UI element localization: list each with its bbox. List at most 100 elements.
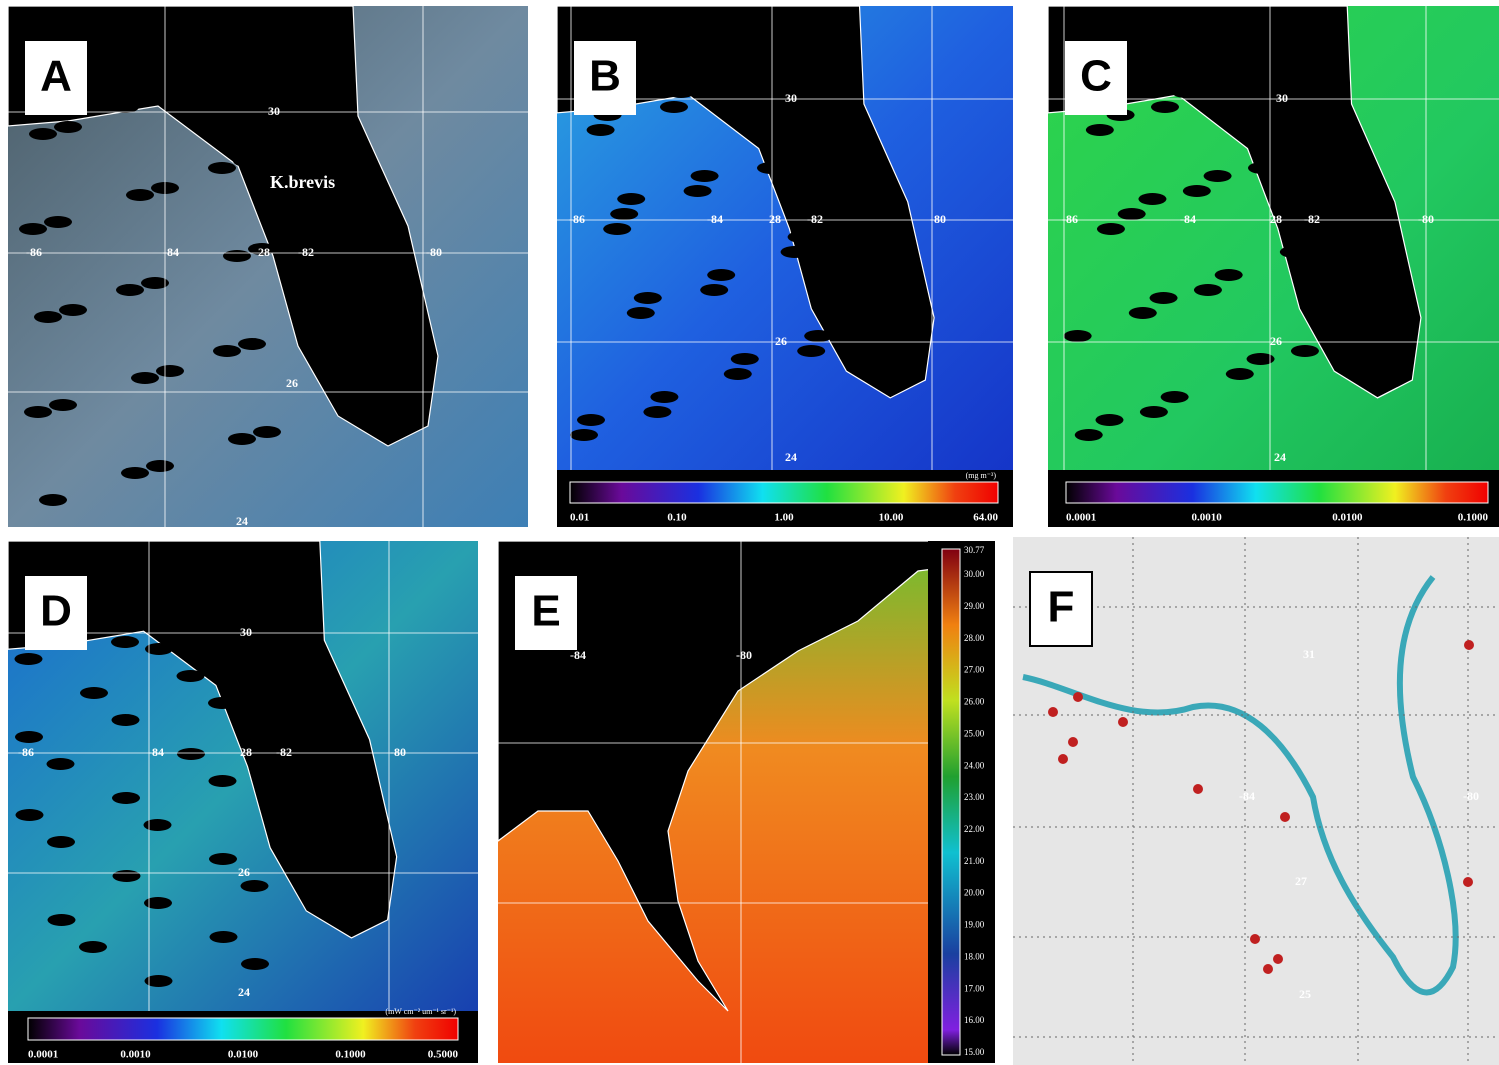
station-marker [1058, 754, 1068, 764]
cloud [1064, 330, 1092, 342]
colorbar-tick-label: 30.77 [964, 545, 985, 555]
colorbar-tick-label: 10.00 [879, 512, 904, 524]
map-label: -84 [148, 745, 164, 759]
map-label: 31 [1303, 647, 1315, 661]
colorbar-tick-label: 0.5000 [428, 1049, 459, 1061]
station-marker [1073, 692, 1083, 702]
cloud [764, 147, 792, 159]
cloud [771, 132, 799, 144]
cloud [804, 330, 832, 342]
cloud [1096, 414, 1124, 426]
cloud [617, 193, 645, 205]
cloud [747, 48, 775, 60]
cloud [643, 406, 671, 418]
figure: 30K.brevis-86-8428-82-802624A30-86-8428-… [0, 0, 1499, 1065]
map-label: 24 [1274, 450, 1286, 464]
colorbar-tick-label: 15.00 [964, 1047, 985, 1057]
cloud [208, 162, 236, 174]
colorbar-tick-label: 29.00 [964, 601, 985, 611]
cloud [610, 208, 638, 220]
map-label: -84 [707, 212, 723, 226]
cloud [243, 60, 271, 72]
cloud [684, 185, 712, 197]
station-marker [1048, 707, 1058, 717]
cloud [126, 189, 154, 201]
cloud [707, 269, 735, 281]
colorbar-tick-label: 0.1000 [1458, 512, 1489, 524]
colorbar-tick-label: 21.00 [964, 856, 985, 866]
colorbar-tick-label: 0.1000 [335, 1049, 366, 1061]
cloud [587, 124, 615, 136]
cloud [1226, 368, 1254, 380]
cloud [1172, 86, 1200, 98]
panel: 31-84-802725F [1013, 537, 1499, 1065]
cloud [691, 170, 719, 182]
panel-label: C [1080, 52, 1112, 101]
map-label: -82 [276, 745, 292, 759]
panel-label: B [589, 52, 621, 101]
panel-label: E [531, 587, 560, 636]
cloud [144, 897, 172, 909]
cloud [15, 731, 43, 743]
cloud [1291, 345, 1319, 357]
panel-label: A [40, 52, 72, 101]
cloud [176, 592, 204, 604]
colorbar-tick-label: 0.10 [667, 512, 687, 524]
map-label: 26 [1270, 334, 1282, 348]
map-label: 30 [268, 104, 280, 118]
map-label: 26 [775, 334, 787, 348]
map-label: -80 [930, 212, 946, 226]
colorbar-tick-label: 16.00 [964, 1015, 985, 1025]
station-marker [1263, 964, 1273, 974]
cloud [740, 63, 768, 75]
cloud [156, 365, 184, 377]
colorbar-tick-label: 23.00 [964, 792, 985, 802]
cloud [34, 311, 62, 323]
panel-label: D [40, 587, 72, 636]
map-label: 26 [238, 865, 250, 879]
cloud [1129, 307, 1157, 319]
cloud [213, 345, 241, 357]
cloud [116, 284, 144, 296]
cloud [241, 880, 269, 892]
cloud [223, 250, 251, 262]
cloud [233, 155, 261, 167]
cloud [627, 307, 655, 319]
map-label: 30 [785, 91, 797, 105]
colorbar-tick-label: 27.00 [964, 665, 985, 675]
map-label: 26 [286, 376, 298, 390]
cloud [131, 372, 159, 384]
cloud [1248, 162, 1276, 174]
colorbar-tick-label: 18.00 [964, 951, 985, 961]
cloud [228, 433, 256, 445]
colorbar-tick-label: 24.00 [964, 760, 985, 770]
cloud [136, 94, 164, 106]
colorbar-tick-label: 1.00 [774, 512, 794, 524]
panel: -84-80E30.7730.0029.0028.0027.0026.0025.… [498, 541, 995, 1063]
colorbar [28, 1018, 458, 1040]
cloud [24, 406, 52, 418]
map-label: 30 [240, 625, 252, 639]
map-label: 24 [785, 450, 797, 464]
map-label: 30 [1276, 91, 1288, 105]
map-label: -80 [426, 245, 442, 259]
map-label: -84 [163, 245, 179, 259]
map-label: -80 [1463, 789, 1479, 803]
colorbar [1066, 482, 1488, 503]
cloud [781, 246, 809, 258]
colorbar-tick-label: 0.0001 [28, 1049, 58, 1061]
station-marker [1193, 784, 1203, 794]
cloud [208, 697, 236, 709]
cloud [39, 494, 67, 506]
colorbar-tick-label: 20.00 [964, 888, 985, 898]
cloud [47, 836, 75, 848]
cloud [757, 162, 785, 174]
map-label: 27 [1295, 874, 1307, 888]
cloud [241, 958, 269, 970]
cloud [111, 101, 139, 113]
cloud [44, 216, 72, 228]
cloud [242, 704, 270, 716]
colorbar-tick-label: 0.0100 [228, 1049, 259, 1061]
cloud [210, 931, 238, 943]
map-label: -82 [1304, 212, 1320, 226]
